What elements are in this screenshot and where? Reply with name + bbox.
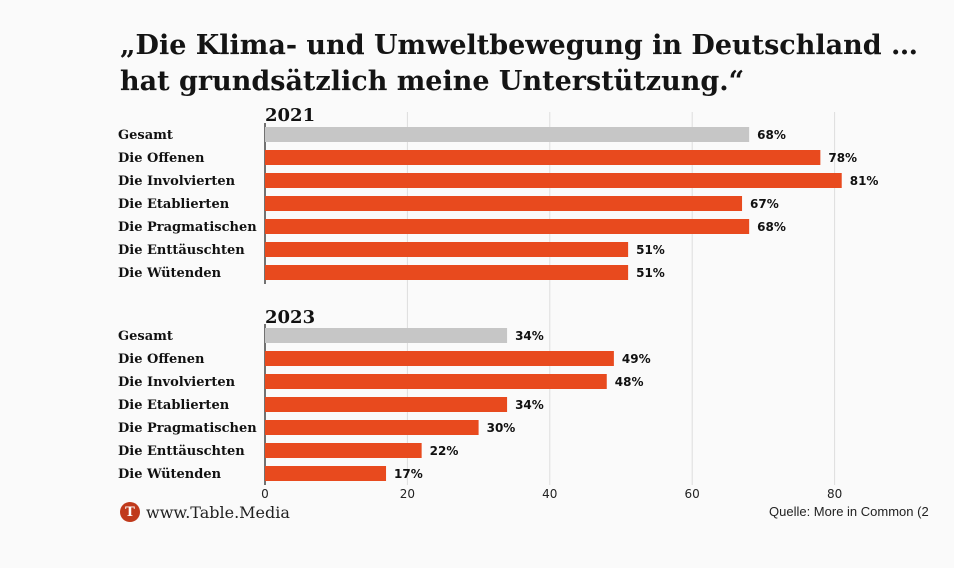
data-label: 17% <box>394 467 423 481</box>
data-label: 78% <box>828 151 857 165</box>
category-label: Die Offenen <box>118 352 205 367</box>
chart-title-line-1: „Die Klima- und Umweltbewegung in Deutsc… <box>120 30 919 61</box>
category-label: Die Enttäuschten <box>118 444 245 459</box>
bar <box>265 420 479 435</box>
panel-year-label: 2023 <box>265 307 315 328</box>
bar <box>265 219 750 234</box>
x-tick-label: 20 <box>400 487 415 501</box>
table-media-logo: T <box>120 502 140 522</box>
x-tick-label: 60 <box>685 487 700 501</box>
data-label: 81% <box>850 174 879 188</box>
site-url: www.Table.Media <box>146 502 290 522</box>
bar <box>265 374 607 389</box>
footer-branding: T www.Table.Media <box>120 500 290 524</box>
data-label: 68% <box>757 220 786 234</box>
data-label: 30% <box>487 421 516 435</box>
category-label: Die Etablierten <box>118 197 230 212</box>
category-label: Gesamt <box>118 329 173 344</box>
data-label: 51% <box>636 243 665 257</box>
category-label: Gesamt <box>118 128 173 143</box>
bar <box>265 173 842 188</box>
chart-title: „Die Klima- und Umweltbewegung in Deutsc… <box>120 28 920 100</box>
data-label: 68% <box>757 128 786 142</box>
category-label: Die Pragmatischen <box>118 421 257 436</box>
category-label: Die Wütenden <box>118 266 222 281</box>
x-tick-label: 40 <box>542 487 557 501</box>
category-label: Die Involvierten <box>118 174 236 189</box>
data-label: 48% <box>615 375 644 389</box>
bar <box>265 150 821 165</box>
panel-year-label: 2021 <box>265 105 315 126</box>
x-tick-label: 0 <box>261 487 269 501</box>
category-label: Die Enttäuschten <box>118 243 245 258</box>
chart-title-line-2: hat grundsätzlich meine Unterstützung.“ <box>120 66 745 97</box>
data-label: 34% <box>515 329 544 343</box>
category-label: Die Offenen <box>118 151 205 166</box>
data-label: 49% <box>622 352 651 366</box>
bar <box>265 443 422 458</box>
category-label: Die Involvierten <box>118 375 236 390</box>
source-note: Quelle: More in Common (2 <box>769 504 929 519</box>
bar <box>265 127 750 142</box>
bar <box>265 328 508 343</box>
bar <box>265 397 508 412</box>
category-label: Die Pragmatischen <box>118 220 257 235</box>
bar <box>265 466 387 481</box>
x-tick-label: 80 <box>827 487 842 501</box>
data-label: 34% <box>515 398 544 412</box>
bar <box>265 351 614 366</box>
data-label: 67% <box>750 197 779 211</box>
data-label: 22% <box>430 444 459 458</box>
data-label: 51% <box>636 266 665 280</box>
bar <box>265 242 629 257</box>
category-label: Die Etablierten <box>118 398 230 413</box>
bar <box>265 196 743 211</box>
bar <box>265 265 629 280</box>
category-label: Die Wütenden <box>118 467 222 482</box>
